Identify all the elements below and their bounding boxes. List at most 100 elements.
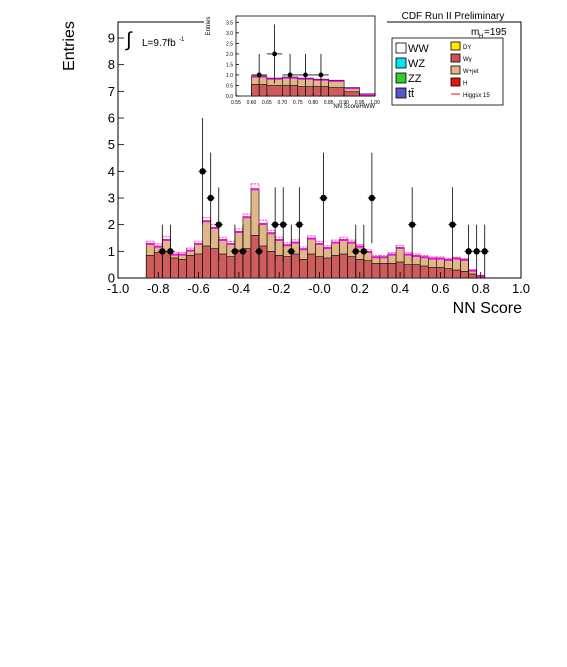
data-point bbox=[295, 187, 304, 262]
y-tick-label: 0 bbox=[108, 271, 115, 286]
y-tick-label: 1 bbox=[108, 244, 115, 259]
main-plot-marks bbox=[145, 118, 489, 279]
run-label: CDF Run II Preliminary bbox=[402, 11, 505, 22]
wgamma-bar bbox=[371, 263, 381, 279]
x-tick-label: 0.55 bbox=[231, 100, 241, 106]
inset-plot-axes: 0.55 0.60 0.65 0.70 0.75 0.80 0.85 0.90 0.95 1.00… bbox=[226, 20, 380, 106]
x-tick-label: -1.0 bbox=[107, 281, 129, 296]
wgamma-bar bbox=[339, 253, 349, 279]
y-tick-label: 3 bbox=[108, 191, 115, 206]
wgamma-bar bbox=[290, 253, 300, 279]
y-tick-label: 1.5 bbox=[226, 63, 233, 69]
wgamma-bar bbox=[460, 271, 469, 279]
uncertainty-band bbox=[387, 252, 397, 255]
x-tick-label: 0.80 bbox=[308, 100, 318, 106]
wgamma-bar bbox=[379, 263, 389, 279]
y-tick-label: 6 bbox=[108, 111, 115, 126]
higgs-mass-label: m H =195 bbox=[471, 27, 507, 40]
uncertainty-band bbox=[226, 241, 236, 244]
wgamma-bar bbox=[331, 255, 340, 279]
uncertainty-band bbox=[355, 243, 365, 247]
uncertainty-band bbox=[258, 219, 268, 224]
wgamma-bar bbox=[186, 255, 195, 279]
data-point bbox=[230, 224, 239, 278]
data-marker bbox=[318, 72, 324, 78]
wgamma-bar bbox=[210, 248, 220, 279]
data-marker bbox=[199, 168, 206, 175]
data-marker bbox=[239, 248, 247, 255]
data-marker bbox=[288, 248, 295, 255]
uncertainty-band bbox=[250, 183, 260, 190]
wgamma-bar bbox=[218, 253, 228, 279]
data-point bbox=[251, 53, 267, 96]
data-point bbox=[166, 224, 175, 278]
wgamma-bar bbox=[178, 259, 187, 279]
uncertainty-band bbox=[315, 241, 324, 244]
uncertainty-band bbox=[202, 217, 212, 222]
data-marker bbox=[449, 221, 456, 228]
uncertainty-band bbox=[218, 236, 228, 240]
legend-swatch bbox=[450, 53, 461, 63]
uncertainty-band bbox=[145, 240, 155, 244]
x-tick-label: -0.8 bbox=[147, 281, 169, 296]
legend-swatch bbox=[450, 65, 461, 75]
x-tick-label: 1.0 bbox=[512, 281, 530, 296]
data-marker bbox=[368, 194, 376, 202]
data-marker bbox=[159, 248, 166, 255]
wgamma-bar bbox=[266, 251, 276, 279]
x-tick-label: 0.65 bbox=[262, 100, 272, 106]
uncertainty-band bbox=[452, 256, 461, 259]
data-point bbox=[271, 187, 280, 262]
uncertainty-band bbox=[403, 252, 413, 255]
data-marker bbox=[255, 248, 263, 255]
wgamma-bar bbox=[347, 256, 357, 279]
x-tick-label: 0.2 bbox=[351, 281, 369, 296]
legend-label: Higgsx 15 bbox=[463, 93, 490, 99]
wgamma-bar bbox=[202, 245, 211, 279]
wgamma-bar bbox=[452, 269, 461, 279]
wgamma-bar bbox=[444, 268, 453, 279]
inset-plot-marks bbox=[251, 24, 376, 97]
x-tick-label: -0.6 bbox=[187, 281, 209, 296]
y-tick-label: 8 bbox=[108, 57, 115, 72]
data-point bbox=[282, 53, 298, 96]
legend-label: WZ bbox=[408, 58, 425, 70]
data-point bbox=[297, 53, 314, 96]
x-tick-label: -0.4 bbox=[228, 281, 250, 296]
main-x-axis-label: NN Score bbox=[453, 300, 522, 317]
uncertainty-band bbox=[290, 239, 300, 243]
y-tick-label: 7 bbox=[108, 84, 115, 99]
data-marker bbox=[352, 248, 359, 255]
wgamma-bar bbox=[387, 263, 397, 279]
uncertainty-band bbox=[306, 235, 316, 239]
data-point bbox=[198, 118, 207, 225]
wgamma-bar bbox=[403, 264, 413, 279]
legend-swatch bbox=[395, 72, 407, 84]
data-marker bbox=[296, 221, 303, 228]
luminosity-text: L=9.7fb bbox=[142, 38, 176, 49]
data-point bbox=[214, 187, 223, 262]
uncertainty-band bbox=[427, 256, 437, 259]
data-marker bbox=[231, 248, 239, 255]
x-tick-label: 1.00 bbox=[370, 100, 380, 106]
legend: WW WZ ZZ tt̄ DY Wγ W+jet H Higgsx 15 bbox=[395, 41, 490, 100]
legend-label: ZZ bbox=[408, 73, 422, 85]
y-tick-label: 3.5 bbox=[226, 20, 233, 26]
y-tick-label: 2.0 bbox=[226, 52, 233, 58]
y-tick-label: 0.5 bbox=[226, 84, 233, 90]
integral-symbol: ∫ bbox=[125, 29, 133, 51]
uncertainty-band bbox=[186, 247, 196, 251]
y-tick-label: 5 bbox=[108, 137, 115, 152]
wgamma-bar bbox=[145, 255, 155, 279]
data-point bbox=[255, 224, 264, 278]
uncertainty-band bbox=[234, 228, 244, 232]
uncertainty-band bbox=[331, 239, 341, 243]
data-marker bbox=[320, 194, 327, 202]
x-tick-label: -0.2 bbox=[268, 281, 290, 296]
data-marker bbox=[287, 72, 293, 78]
y-tick-label: 0.0 bbox=[226, 94, 233, 100]
data-marker bbox=[272, 51, 278, 57]
data-marker bbox=[207, 194, 214, 202]
wgamma-bar bbox=[170, 257, 179, 279]
